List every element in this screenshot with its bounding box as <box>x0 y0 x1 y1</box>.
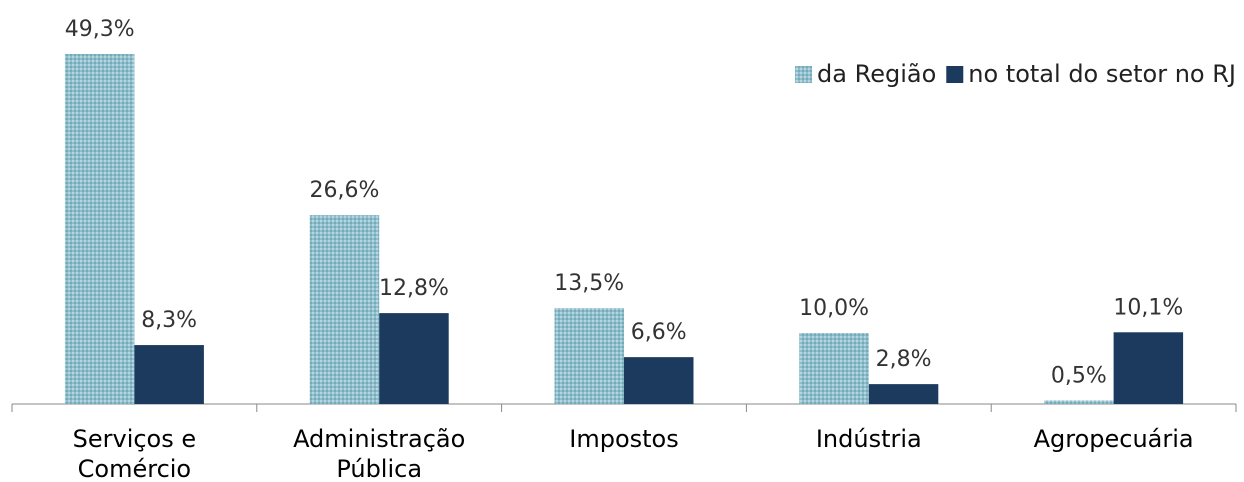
x-tick-label: Indústria <box>815 425 922 453</box>
value-label: 8,3% <box>141 308 197 333</box>
bar <box>309 215 380 404</box>
value-label: 49,3% <box>65 17 135 42</box>
bar <box>1113 332 1184 404</box>
legend-marker <box>795 66 813 83</box>
bar <box>1044 400 1114 404</box>
bar <box>554 308 624 404</box>
bar <box>624 357 694 404</box>
x-tick-label: Serviços e Comércio <box>72 425 197 482</box>
legend-label: no total do setor no RJ <box>968 60 1236 88</box>
x-tick-label: Administração Pública <box>293 425 466 482</box>
bar <box>64 53 135 404</box>
legend-label: da Região <box>817 60 936 88</box>
value-label: 2,8% <box>876 347 932 372</box>
value-label: 26,6% <box>310 178 380 203</box>
bar <box>379 313 449 404</box>
bar <box>868 384 939 404</box>
bar <box>134 345 204 404</box>
value-label: 13,5% <box>554 271 624 296</box>
x-tick-label: Impostos <box>569 425 679 453</box>
value-label: 10,0% <box>799 296 869 321</box>
value-label: 6,6% <box>631 320 687 345</box>
x-tick-label: Agropecuária <box>1033 425 1194 453</box>
bar <box>799 333 869 404</box>
value-label: 10,1% <box>1113 295 1183 320</box>
value-label: 0,5% <box>1051 363 1107 388</box>
value-label: 12,8% <box>379 276 449 301</box>
legend-marker <box>946 66 964 83</box>
